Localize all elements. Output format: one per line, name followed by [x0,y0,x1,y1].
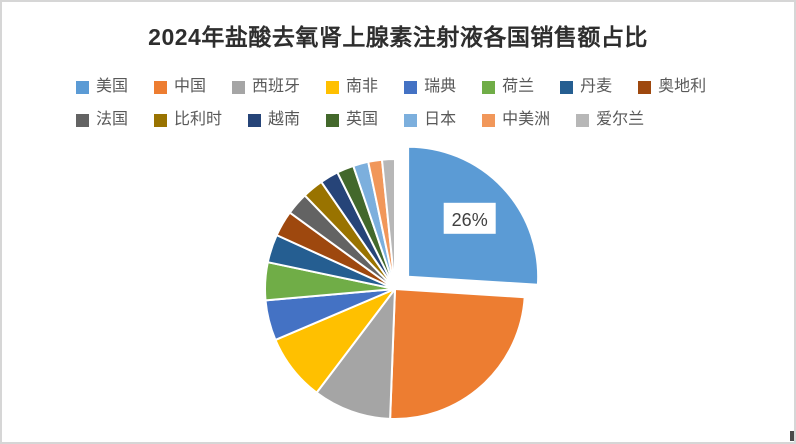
legend-row-1: 美国 中国 西班牙 南非 瑞典 荷兰 丹麦 奥地利 [76,75,764,99]
legend-item-中美洲[interactable]: 中美洲 [482,112,550,128]
legend-label: 英国 [346,111,379,128]
legend-label: 法国 [96,111,129,128]
legend-swatch-icon [576,113,590,127]
legend-item-奥地利[interactable]: 奥地利 [638,79,706,95]
legend-item-荷兰[interactable]: 荷兰 [482,79,534,95]
legend-item-丹麦[interactable]: 丹麦 [560,79,612,95]
pie-slice-西班牙[interactable] [315,288,396,420]
legend-swatch-icon [482,113,496,127]
legend-swatch-icon [154,80,168,94]
legend-swatch-icon [404,80,418,94]
legend-label: 中国 [174,78,207,95]
legend-item-越南[interactable]: 越南 [248,112,300,128]
legend-swatch-icon [560,80,574,94]
pie-slice-中国[interactable] [389,288,526,420]
legend-label: 丹麦 [580,78,613,95]
legend-item-法国[interactable]: 法国 [76,112,128,128]
legend-swatch-icon [232,80,246,94]
legend-label: 南非 [346,78,379,95]
legend-label: 美国 [96,78,129,95]
legend-item-中国[interactable]: 中国 [154,79,206,95]
chart-title: 2024年盐酸去氧肾上腺素注射液各国销售额占比 [148,24,648,50]
legend-swatch-icon [404,113,418,127]
legend-swatch-icon [248,113,262,127]
data-label-bg [443,202,496,234]
pie-slices [264,145,540,420]
legend-item-爱尔兰[interactable]: 爱尔兰 [576,112,644,128]
legend-swatch-icon [154,113,168,127]
legend-item-日本[interactable]: 日本 [404,112,456,128]
legend-row-2: 法国 比利时 越南 英国 日本 中美洲 爱尔兰 [76,108,764,132]
legend-item-瑞典[interactable]: 瑞典 [404,79,456,95]
legend-item-西班牙[interactable]: 西班牙 [232,79,300,95]
legend-swatch-icon [638,80,652,94]
legend-label: 西班牙 [252,78,301,95]
legend-label: 爱尔兰 [596,111,645,128]
legend-item-英国[interactable]: 英国 [326,112,378,128]
corner-mark [790,431,794,441]
legend-label: 荷兰 [502,78,535,95]
legend-label: 奥地利 [658,78,707,95]
legend-swatch-icon [76,80,89,94]
legend-item-美国[interactable]: 美国 [76,79,128,95]
legend-label: 瑞典 [424,78,457,95]
data-label-美国[interactable]: 26% [452,210,488,230]
data-labels: 26% [443,202,496,234]
legend-label: 比利时 [174,111,223,128]
legend-swatch-icon [326,113,340,127]
legend-swatch-icon [326,80,340,94]
legend-label: 越南 [268,111,301,128]
legend-swatch-icon [76,113,89,127]
legend-swatch-icon [482,80,496,94]
legend-label: 日本 [424,111,457,128]
pie-slice-爱尔兰[interactable] [381,158,396,290]
legend-item-比利时[interactable]: 比利时 [154,112,222,128]
legend-label: 中美洲 [502,111,551,128]
legend-item-南非[interactable]: 南非 [326,79,378,95]
legend: 美国 中国 西班牙 南非 瑞典 荷兰 丹麦 奥地利 法国 比利时 越南 英国 日本 中美洲 爱尔兰 [76,75,764,141]
